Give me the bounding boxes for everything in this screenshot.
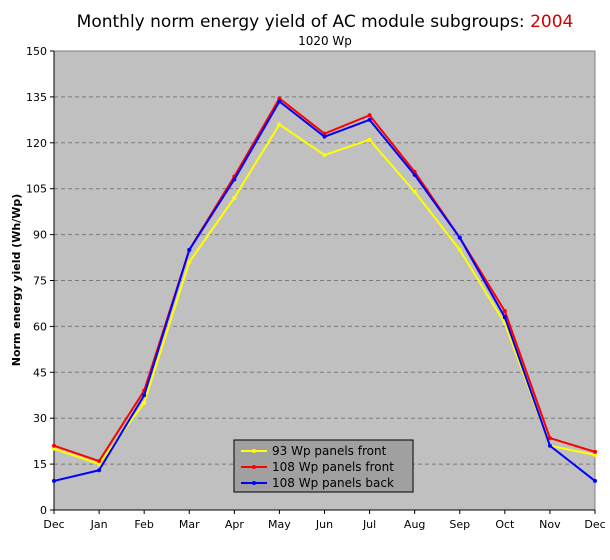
grid-lines (54, 96, 595, 465)
data-point (547, 443, 552, 448)
x-tick-label: Dec (584, 518, 605, 531)
data-point (52, 478, 56, 483)
data-point (232, 195, 237, 200)
data-point (367, 117, 372, 122)
data-point (277, 122, 282, 127)
y-tick-label: 75 (33, 275, 47, 288)
data-point (97, 459, 102, 464)
y-tick-label: 135 (26, 91, 47, 104)
y-tick-label: 0 (40, 504, 47, 517)
chart-subtitle: 1020 Wp (298, 34, 352, 48)
data-point (457, 235, 462, 240)
chart-title-year: 2004 (530, 12, 573, 32)
y-tick-label: 105 (26, 183, 47, 196)
legend-entry: 108 Wp panels back (272, 476, 394, 490)
data-point (52, 443, 56, 448)
data-point (52, 446, 56, 451)
chart-title-prefix: Monthly norm energy yield of AC module s… (77, 12, 530, 32)
x-tick-label: Mar (179, 518, 200, 531)
axes: 0 15 30 45 60 75 90 105 120 135 150 Dec Jan Feb Mar Apr… (26, 45, 606, 531)
y-tick-label: 30 (33, 412, 47, 425)
data-point (457, 247, 462, 252)
data-point (322, 134, 327, 139)
legend: 93 Wp panels front 108 Wp panels front 108… (233, 439, 414, 493)
data-point (367, 137, 372, 142)
data-point (593, 449, 597, 454)
legend-marker (252, 481, 256, 485)
data-point (142, 393, 147, 398)
y-tick-label: 45 (33, 366, 47, 379)
x-tick-label: Aug (404, 518, 425, 531)
y-tick-label: 15 (33, 458, 47, 471)
data-point (97, 468, 102, 473)
x-tick-label: Apr (225, 518, 245, 531)
data-point (593, 452, 597, 457)
data-point (502, 309, 507, 314)
x-tick-label: Jul (362, 518, 376, 531)
x-tick-label: Nov (539, 518, 561, 531)
y-tick-label: 90 (33, 229, 47, 242)
data-point (367, 113, 372, 118)
data-point (547, 436, 552, 441)
x-tick-label: Sep (449, 518, 470, 531)
x-tick-label: Jan (90, 518, 108, 531)
x-tick-label: Oct (495, 518, 515, 531)
y-tick-label: 60 (33, 320, 47, 333)
x-tick-label: May (268, 518, 291, 531)
data-point (142, 400, 147, 405)
x-tick-label: Jun (315, 518, 333, 531)
y-axis-label: Norm energy yield (Wh/Wp) (10, 194, 23, 366)
legend-entry: 93 Wp panels front (272, 444, 387, 458)
data-point (412, 189, 417, 194)
data-point (232, 177, 237, 182)
legend-entry: 108 Wp panels front (272, 460, 394, 474)
y-tick-label: 150 (26, 45, 47, 58)
legend-marker (252, 465, 256, 469)
legend-marker (252, 449, 256, 453)
x-tick-label: Dec (43, 518, 64, 531)
data-point (277, 96, 282, 101)
data-point (187, 247, 192, 252)
data-point (277, 99, 282, 104)
series-layer (52, 96, 597, 483)
data-point (322, 153, 327, 158)
data-point (502, 315, 507, 320)
data-point (187, 260, 192, 265)
y-tick-label: 120 (26, 137, 47, 150)
data-point (97, 462, 102, 467)
data-point (593, 478, 597, 483)
chart-title: Monthly norm energy yield of AC module s… (77, 12, 574, 32)
data-point (412, 172, 417, 177)
x-tick-label: Feb (134, 518, 153, 531)
data-point (322, 131, 327, 136)
